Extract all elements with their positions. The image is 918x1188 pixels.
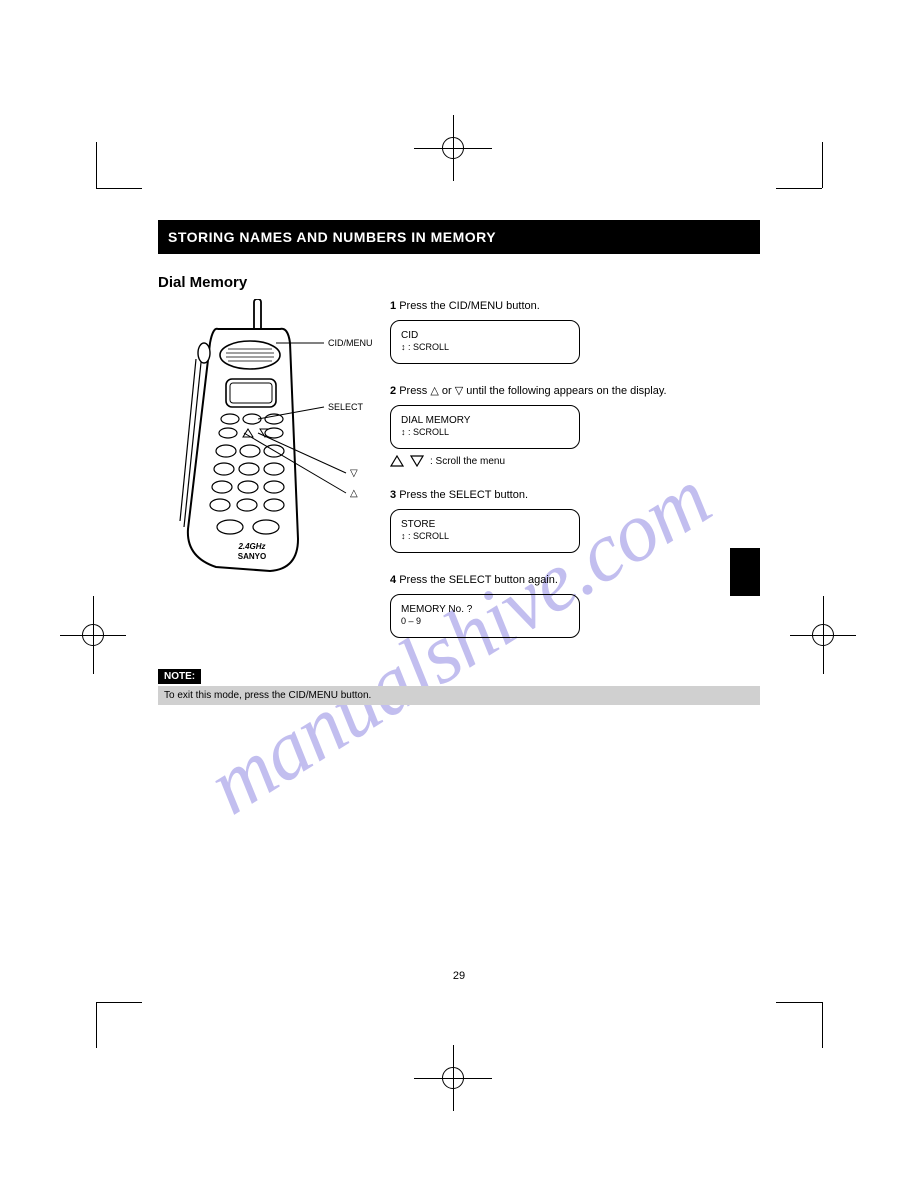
- lcd-display: DIAL MEMORY ↕ : SCROLL: [390, 405, 580, 449]
- crop-mark: [822, 142, 823, 188]
- registration-mark-icon: [70, 612, 116, 658]
- step-text: Press the SELECT button.: [399, 489, 528, 501]
- step-number: 3: [390, 489, 396, 501]
- lcd-line: 0 – 9: [401, 616, 569, 628]
- registration-mark-icon: [800, 612, 846, 658]
- lcd-line: ↕ : SCROLL: [401, 427, 569, 439]
- step-2: 2 Press △ or ▽ until the following appea…: [390, 384, 760, 468]
- step-3: 3 Press the SELECT button. STORE ↕ : SCR…: [390, 488, 760, 553]
- lcd-display: MEMORY No. ? 0 – 9: [390, 594, 580, 638]
- svg-text:△: △: [350, 488, 358, 499]
- lcd-line: ↕ : SCROLL: [401, 342, 569, 354]
- scroll-hint-text: : Scroll the menu: [430, 455, 505, 469]
- crop-mark: [776, 188, 822, 189]
- lcd-display: STORE ↕ : SCROLL: [390, 509, 580, 553]
- lcd-line: DIAL MEMORY: [401, 414, 569, 427]
- crop-mark: [96, 1002, 97, 1048]
- step-1: 1 Press the CID/MENU button. CID ↕ : SCR…: [390, 299, 760, 364]
- crop-mark: [96, 142, 97, 188]
- step-number: 2: [390, 385, 396, 397]
- crop-mark: [96, 188, 142, 189]
- svg-text:SANYO: SANYO: [238, 552, 266, 561]
- lcd-line: MEMORY No. ?: [401, 603, 569, 616]
- note-label: NOTE:: [158, 669, 201, 684]
- svg-text:▽: ▽: [350, 468, 358, 479]
- crop-mark: [822, 1002, 823, 1048]
- registration-mark-icon: [430, 1055, 476, 1101]
- steps-column: 1 Press the CID/MENU button. CID ↕ : SCR…: [390, 299, 760, 658]
- svg-text:CID/MENU: CID/MENU: [328, 338, 373, 348]
- triangle-down-icon: [410, 455, 424, 467]
- note-block: NOTE: To exit this mode, press the CID/M…: [158, 666, 760, 705]
- step-number: 1: [390, 300, 396, 312]
- lcd-line: CID: [401, 329, 569, 342]
- handset-icon: 2.4GHz SANYO CID/MENU SELECT ▽ △: [158, 299, 378, 599]
- crop-mark: [96, 1002, 142, 1003]
- crop-mark: [776, 1002, 822, 1003]
- section-header: STORING NAMES AND NUMBERS IN MEMORY: [158, 220, 760, 254]
- scroll-hint: : Scroll the menu: [390, 455, 760, 469]
- note-text: To exit this mode, press the CID/MENU bu…: [158, 686, 760, 705]
- step-text: Press the CID/MENU button.: [399, 300, 540, 312]
- step-4: 4 Press the SELECT button again. MEMORY …: [390, 573, 760, 638]
- page-number: 29: [158, 970, 760, 982]
- svg-text:SELECT: SELECT: [328, 402, 364, 412]
- step-text: Press the SELECT button again.: [399, 574, 558, 586]
- step-text: Press △ or ▽ until the following appears…: [399, 385, 666, 397]
- phone-illustration-column: 2.4GHz SANYO CID/MENU SELECT ▽ △: [158, 299, 378, 658]
- triangle-up-icon: [390, 455, 404, 467]
- lcd-line: STORE: [401, 518, 569, 531]
- lcd-line: ↕ : SCROLL: [401, 531, 569, 543]
- registration-mark-icon: [430, 125, 476, 171]
- step-number: 4: [390, 574, 396, 586]
- subtitle: Dial Memory: [158, 274, 760, 291]
- lcd-display: CID ↕ : SCROLL: [390, 320, 580, 364]
- page-content: STORING NAMES AND NUMBERS IN MEMORY Dial…: [158, 220, 760, 705]
- svg-text:2.4GHz: 2.4GHz: [237, 542, 265, 551]
